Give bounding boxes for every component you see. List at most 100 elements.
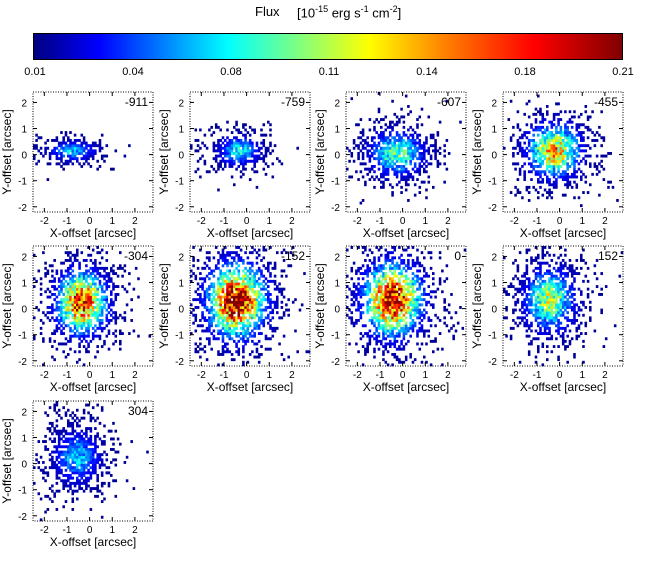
heatmap-cell <box>541 290 545 294</box>
y-axis-label: Y-offset [arcsec] <box>313 263 327 348</box>
heatmap-cell <box>364 167 367 171</box>
heatmap-cell <box>423 162 426 166</box>
heatmap-cell <box>55 303 59 307</box>
heatmap-cell <box>355 144 358 148</box>
heatmap-cell <box>69 293 72 296</box>
heatmap-cell <box>210 306 213 309</box>
heatmap-cell <box>76 293 79 296</box>
heatmap-cell <box>221 157 225 161</box>
heatmap-cell <box>541 363 545 367</box>
heatmap-cell <box>407 157 410 161</box>
heatmap-cell <box>228 272 232 276</box>
heatmap-cell <box>125 303 129 307</box>
heatmap-cell <box>393 311 397 315</box>
heatmap-cell <box>42 251 45 255</box>
heatmap-cell <box>389 311 392 315</box>
heatmap-cell <box>255 321 259 325</box>
heatmap-cell <box>409 110 412 114</box>
heatmap-cell <box>527 287 531 291</box>
heatmap-cell <box>91 311 95 315</box>
heatmap-cell <box>228 251 232 255</box>
heatmap-cell <box>237 149 241 153</box>
heatmap-cell <box>192 246 195 249</box>
heatmap-cell <box>228 162 232 166</box>
heatmap-cell <box>73 434 77 438</box>
heatmap-cell <box>550 125 554 129</box>
heatmap-cell <box>96 298 99 302</box>
heatmap-cell <box>53 152 56 155</box>
heatmap-cell <box>436 165 440 168</box>
heatmap-cell <box>69 424 72 428</box>
heatmap-cell <box>402 313 406 317</box>
heatmap-cell <box>100 298 104 302</box>
heatmap-cell <box>523 285 526 289</box>
heatmap-cell <box>546 311 549 315</box>
heatmap-cell <box>69 290 72 294</box>
heatmap-cell <box>57 277 61 281</box>
heatmap-cell <box>391 298 394 302</box>
heatmap-cell <box>280 290 284 294</box>
heatmap-cell <box>217 266 220 270</box>
heatmap-cell <box>201 311 204 315</box>
heatmap-cell <box>420 303 424 307</box>
heatmap-cell <box>400 272 403 276</box>
heatmap-cell <box>541 112 545 116</box>
heatmap-cell <box>505 290 508 294</box>
y-tick-label: 1 <box>491 279 497 290</box>
heatmap-cell <box>62 434 65 438</box>
heatmap-cell <box>67 253 70 257</box>
heatmap-cell <box>233 316 236 320</box>
heatmap-cell <box>48 406 52 410</box>
heatmap-cell <box>604 285 608 289</box>
heatmap-cell <box>575 272 579 276</box>
heatmap-cell <box>71 416 75 420</box>
heatmap-cell <box>85 157 88 161</box>
heatmap-cell <box>541 282 545 286</box>
heatmap-cell <box>463 248 467 252</box>
heatmap-cell <box>543 308 547 312</box>
heatmap-cell <box>224 146 227 150</box>
heatmap-cell <box>221 345 225 349</box>
heatmap-cell <box>525 329 529 333</box>
heatmap-cell <box>60 329 63 333</box>
heatmap-cell <box>393 162 397 166</box>
heatmap-cell <box>253 279 256 283</box>
heatmap-cell <box>546 298 549 302</box>
heatmap-cell <box>418 277 422 281</box>
heatmap-cell <box>62 261 65 265</box>
heatmap-cell <box>534 306 538 309</box>
heatmap-cell <box>73 414 77 417</box>
heatmap-cell <box>51 489 54 493</box>
heatmap-cell <box>242 277 245 281</box>
heatmap-cell <box>402 266 406 270</box>
heatmap-cell <box>221 300 225 304</box>
heatmap-cell <box>559 326 563 330</box>
heatmap-cell <box>221 136 225 140</box>
heatmap-cell <box>228 157 232 161</box>
heatmap-cell <box>80 133 84 137</box>
heatmap-cell <box>398 295 401 299</box>
heatmap-cell <box>78 285 81 289</box>
heatmap-cell <box>208 277 211 281</box>
heatmap-cell <box>361 175 365 179</box>
heatmap-cell <box>552 277 556 281</box>
heatmap-cell <box>201 329 204 333</box>
heatmap-cell <box>87 300 90 304</box>
heatmap-cell <box>53 461 56 464</box>
heatmap-cell <box>386 303 390 307</box>
x-tick-label: 1 <box>422 370 428 381</box>
heatmap-cell <box>112 300 115 304</box>
heatmap-cell <box>224 319 227 322</box>
heatmap-cell <box>539 165 542 168</box>
heatmap-cell <box>413 264 417 268</box>
heatmap-cell <box>436 347 440 351</box>
heatmap-cell <box>55 329 59 333</box>
heatmap-cell <box>269 128 272 132</box>
heatmap-cell <box>103 306 106 309</box>
heatmap-cell <box>255 185 259 189</box>
heatmap-cell <box>251 167 254 171</box>
heatmap-cell <box>123 154 127 158</box>
heatmap-cell <box>436 316 440 320</box>
heatmap-cell <box>85 319 88 322</box>
heatmap-cell <box>568 139 572 142</box>
